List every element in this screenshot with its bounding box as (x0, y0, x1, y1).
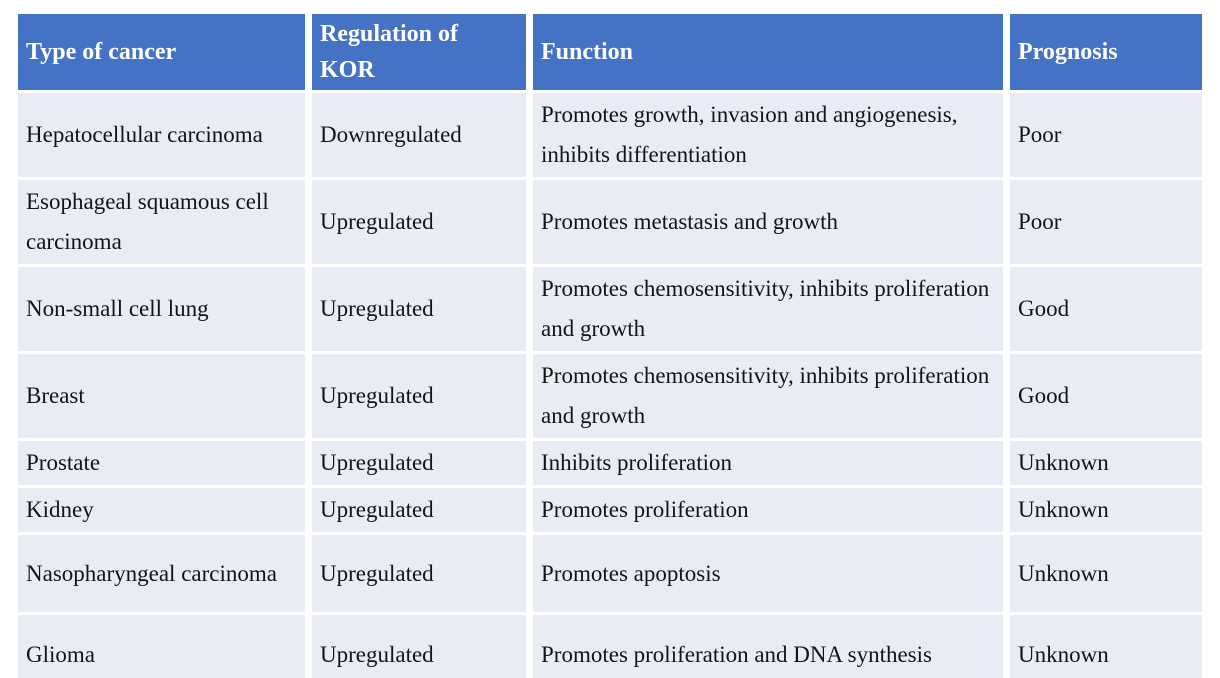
cell-regulation: Upregulated (312, 488, 533, 535)
kor-cancer-table: Type of cancer Regulation of KOR Functio… (18, 14, 1202, 678)
table-row-nasopharyngeal: Nasopharyngeal carcinoma Upregulated Pro… (18, 535, 1202, 615)
cell-prognosis: Poor (1010, 180, 1202, 267)
column-header-type-of-cancer: Type of cancer (18, 14, 312, 93)
cell-prognosis: Unknown (1010, 441, 1202, 488)
cell-cancer-type: Glioma (18, 615, 312, 678)
table-row-kidney: Kidney Upregulated Promotes proliferatio… (18, 488, 1202, 535)
cell-cancer-type: Esophageal squamous cell carcinoma (18, 180, 312, 267)
cell-cancer-type: Breast (18, 354, 312, 441)
table-row-hepatocellular: Hepatocellular carcinoma Downregulated P… (18, 93, 1202, 180)
cell-function: Promotes chemosensitivity, inhibits prol… (533, 354, 1010, 441)
table-row-prostate: Prostate Upregulated Inhibits proliferat… (18, 441, 1202, 488)
cell-cancer-type: Prostate (18, 441, 312, 488)
header-row: Type of cancer Regulation of KOR Functio… (18, 14, 1202, 93)
cell-regulation: Upregulated (312, 180, 533, 267)
column-header-prognosis: Prognosis (1010, 14, 1202, 93)
table-row-non-small-cell-lung: Non-small cell lung Upregulated Promotes… (18, 267, 1202, 354)
table-row-esophageal: Esophageal squamous cell carcinoma Upreg… (18, 180, 1202, 267)
table-row-glioma: Glioma Upregulated Promotes proliferatio… (18, 615, 1202, 678)
cell-prognosis: Good (1010, 267, 1202, 354)
cell-function: Promotes chemosensitivity, inhibits prol… (533, 267, 1010, 354)
cell-cancer-type: Nasopharyngeal carcinoma (18, 535, 312, 615)
cell-cancer-type: Kidney (18, 488, 312, 535)
cell-function: Promotes growth, invasion and angiogenes… (533, 93, 1010, 180)
cell-function: Promotes proliferation (533, 488, 1010, 535)
cell-regulation: Upregulated (312, 354, 533, 441)
column-header-function: Function (533, 14, 1010, 93)
column-header-regulation-of-kor: Regulation of KOR (312, 14, 533, 93)
cell-prognosis: Unknown (1010, 615, 1202, 678)
cell-prognosis: Good (1010, 354, 1202, 441)
cell-regulation: Upregulated (312, 267, 533, 354)
cell-regulation: Upregulated (312, 615, 533, 678)
cell-function: Promotes apoptosis (533, 535, 1010, 615)
cell-function: Inhibits proliferation (533, 441, 1010, 488)
cell-regulation: Upregulated (312, 535, 533, 615)
table-header: Type of cancer Regulation of KOR Functio… (18, 14, 1202, 93)
table-body: Hepatocellular carcinoma Downregulated P… (18, 93, 1202, 678)
cell-regulation: Downregulated (312, 93, 533, 180)
cell-cancer-type: Non-small cell lung (18, 267, 312, 354)
cell-regulation: Upregulated (312, 441, 533, 488)
cell-prognosis: Unknown (1010, 488, 1202, 535)
cell-cancer-type: Hepatocellular carcinoma (18, 93, 312, 180)
cell-function: Promotes proliferation and DNA synthesis (533, 615, 1010, 678)
cell-prognosis: Unknown (1010, 535, 1202, 615)
cell-function: Promotes metastasis and growth (533, 180, 1010, 267)
cell-prognosis: Poor (1010, 93, 1202, 180)
table-row-breast: Breast Upregulated Promotes chemosensiti… (18, 354, 1202, 441)
